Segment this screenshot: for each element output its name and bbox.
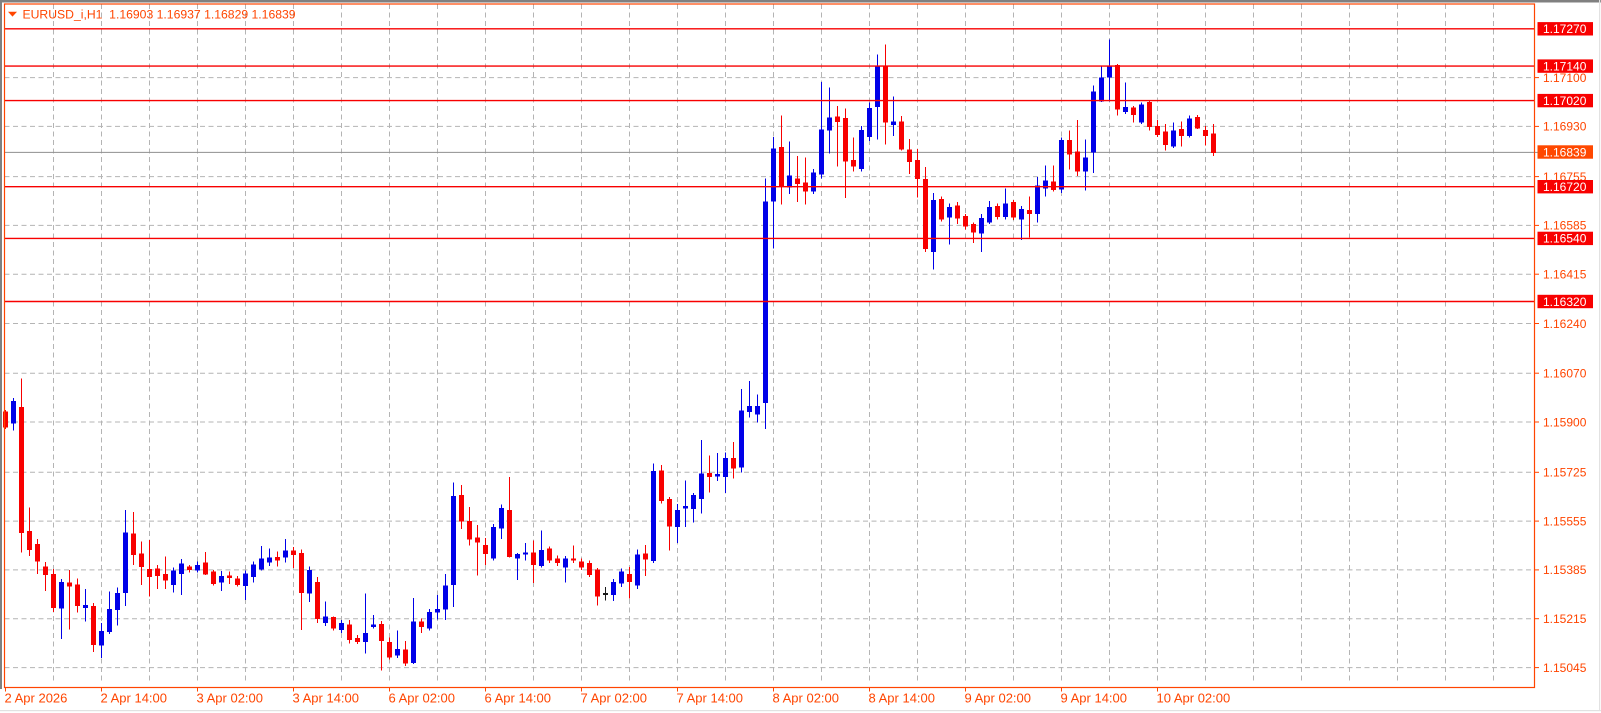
svg-text:1.15725: 1.15725: [1543, 466, 1587, 480]
svg-text:7 Apr 02:00: 7 Apr 02:00: [581, 691, 648, 706]
svg-text:6 Apr 14:00: 6 Apr 14:00: [485, 691, 552, 706]
svg-text:1.17100: 1.17100: [1543, 71, 1587, 85]
svg-text:1.17140: 1.17140: [1543, 59, 1587, 73]
svg-text:1.17020: 1.17020: [1543, 94, 1587, 108]
svg-text:1.16839: 1.16839: [1543, 146, 1587, 160]
svg-text:1.16415: 1.16415: [1543, 268, 1587, 282]
svg-text:1.17270: 1.17270: [1543, 22, 1587, 36]
svg-text:1.15555: 1.15555: [1543, 514, 1587, 528]
svg-text:3 Apr 14:00: 3 Apr 14:00: [293, 691, 360, 706]
svg-text:9 Apr 02:00: 9 Apr 02:00: [965, 691, 1032, 706]
svg-text:1.16930: 1.16930: [1543, 120, 1587, 134]
svg-text:1.15215: 1.15215: [1543, 612, 1587, 626]
svg-text:8 Apr 14:00: 8 Apr 14:00: [869, 691, 936, 706]
svg-text:1.16240: 1.16240: [1543, 317, 1587, 331]
svg-text:6 Apr 02:00: 6 Apr 02:00: [389, 691, 456, 706]
svg-text:1.16720: 1.16720: [1543, 180, 1587, 194]
svg-text:1.16585: 1.16585: [1543, 219, 1587, 233]
svg-text:2 Apr 14:00: 2 Apr 14:00: [101, 691, 168, 706]
svg-text:10 Apr 02:00: 10 Apr 02:00: [1157, 691, 1231, 706]
svg-text:1.15045: 1.15045: [1543, 661, 1587, 675]
svg-text:7 Apr 14:00: 7 Apr 14:00: [677, 691, 744, 706]
svg-text:2 Apr 2026: 2 Apr 2026: [5, 691, 68, 706]
svg-text:1.16070: 1.16070: [1543, 367, 1587, 381]
svg-text:1.16320: 1.16320: [1543, 295, 1587, 309]
svg-text:1.16540: 1.16540: [1543, 232, 1587, 246]
svg-text:1.15900: 1.15900: [1543, 415, 1587, 429]
svg-text:EURUSD_i,H1 1.16903 1.16937 1: EURUSD_i,H1 1.16903 1.16937 1.16829 1.16…: [23, 8, 296, 22]
svg-text:8 Apr 02:00: 8 Apr 02:00: [773, 691, 840, 706]
svg-text:9 Apr 14:00: 9 Apr 14:00: [1061, 691, 1128, 706]
svg-text:1.15385: 1.15385: [1543, 563, 1587, 577]
svg-text:3 Apr 02:00: 3 Apr 02:00: [197, 691, 264, 706]
